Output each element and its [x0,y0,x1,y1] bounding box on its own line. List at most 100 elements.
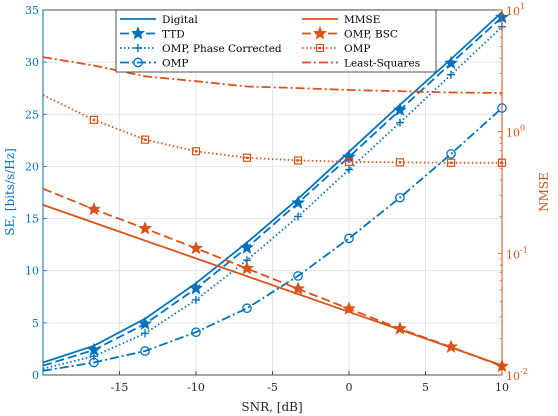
marker-plus [395,118,404,127]
marker-square-outer [140,135,150,144]
marker-square-outer [191,147,201,156]
marker-star [443,55,459,70]
marker-circle [242,303,252,314]
legend-label: OMP [162,58,188,70]
marker-square [191,147,201,156]
x-tick-label: -15 [111,381,129,394]
marker-square-outer [293,156,303,165]
series [42,9,510,367]
legend-label: OMP, BSC [344,29,398,41]
legend-label: MMSE [344,14,380,26]
marker-star [239,261,255,275]
marker-plus [141,329,150,338]
series [42,94,507,167]
marker-square-inner [318,46,322,50]
marker-square-outer [315,43,325,53]
series-line [42,94,502,164]
x-tick-label: 5 [422,381,429,394]
marker-square-inner [296,159,300,162]
marker-square-outer [242,153,252,162]
legend: Digital TTD OMP, Phase Corrected OMP MMSE OMP… [115,9,437,73]
marker-star [137,316,153,330]
y-left-tick-label: 25 [25,108,39,121]
legend-label: TTD [162,29,185,41]
marker-star [239,240,255,254]
y-left-tick-label: 35 [25,4,39,17]
marker-star [130,25,146,40]
marker-plus [345,165,353,174]
marker-square-inner [245,156,249,159]
marker-square [446,158,456,167]
y-right-tick-label: 10 [506,248,520,261]
x-tick-label: 0 [346,381,353,394]
marker-circle [191,327,201,338]
marker-circle [89,357,99,368]
marker-circle [395,192,405,203]
marker-star [290,195,306,209]
marker-circle [344,233,354,244]
y-right-tick-exponent: -1 [520,245,528,254]
series [42,11,503,364]
marker-circle [293,271,303,281]
y-left-tick-label: 0 [32,369,39,382]
marker-plus [447,70,456,79]
series-line [42,107,503,372]
marker-star [188,240,204,255]
marker-square [315,43,325,53]
series [42,22,506,370]
legend-item: OMP [302,43,370,55]
series-line [42,16,503,367]
marker-square-inner [194,150,198,153]
series-line [42,26,503,370]
marker-star [312,25,328,40]
y-left-tick-label: 20 [25,160,39,173]
marker-square-inner [92,118,96,122]
y-right-tick-label: 10 [506,127,520,140]
legend-label: OMP [344,43,370,55]
marker-square [395,158,405,167]
legend-item: Least-Squares [302,58,420,70]
marker-star [341,149,357,164]
legend-label: Digital [162,14,198,26]
y-left-tick-label: 30 [25,56,39,69]
marker-square [242,153,252,162]
marker-square-inner [449,161,453,164]
legend-item: TTD [120,25,185,41]
x-tick-label: -5 [267,381,278,394]
y-right-tick-label: 10 [506,5,520,18]
marker-star [188,280,204,295]
y-right-axis-title: NMSE [537,172,551,212]
marker-square-outer [446,158,456,167]
marker-square-outer [344,157,354,166]
marker-square-inner [398,161,402,164]
marker-square-outer [395,158,405,167]
legend-item: Digital [120,14,198,26]
y-right-tick-exponent: 1 [520,2,525,11]
y-left-tick-label: 5 [32,317,39,330]
marker-star [290,281,306,295]
marker-plus [192,295,200,304]
legend-item: MMSE [302,14,380,26]
marker-square [89,115,99,124]
legend-item: OMP, Phase Corrected [120,43,282,55]
y-right-tick-exponent: 0 [520,124,525,133]
marker-star [392,102,408,117]
marker-square-inner [143,138,147,141]
marker-star [86,201,102,216]
marker-plus [134,44,142,52]
series-line [42,11,503,364]
y-right-tick-exponent: -2 [520,367,528,376]
legend-item: OMP [120,58,188,70]
marker-circle [446,149,456,159]
marker-square-inner [347,160,351,164]
marker-plus [294,212,303,221]
legend-box [115,9,437,73]
marker-circle [140,346,150,356]
marker-square [140,135,150,144]
marker-square [344,157,354,166]
marker-star [341,301,357,315]
marker-circle [133,57,143,68]
marker-star [392,321,408,335]
